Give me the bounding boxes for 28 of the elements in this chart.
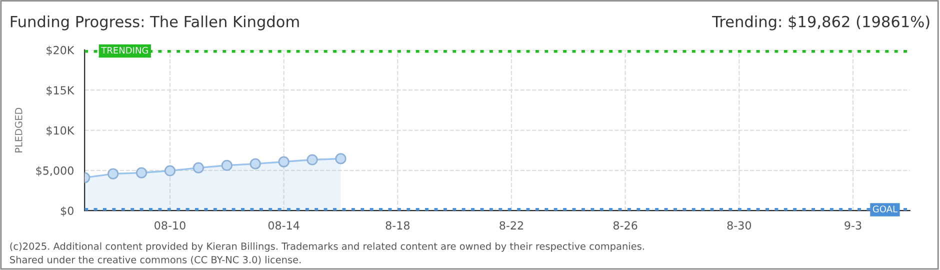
x-tick-label: 8-22 [500, 221, 523, 230]
ref-line-label: GOAL [872, 206, 898, 212]
x-tick-label: 08-14 [268, 221, 300, 230]
point [250, 158, 261, 170]
point [335, 153, 346, 164]
ref-line-label: TRENDING [101, 46, 148, 54]
x-tick-label: 9-3 [844, 221, 862, 230]
text: Trending: $19,862 (19861%) [712, 16, 930, 30]
point [221, 160, 232, 171]
text: Shared under the creative commons (CC BY-NC 3.0) license. [10, 256, 301, 265]
x-tick-label: 08-10 [154, 221, 186, 230]
y-axis-title: PLEDGED [14, 108, 22, 152]
x-tick-label: 8-26 [613, 221, 638, 230]
x-tick-label: 8-30 [727, 221, 752, 230]
point [108, 168, 119, 180]
y-tick-label: $10K [46, 126, 74, 136]
chart-title: Funding Progress: The Fallen Kingdom [10, 16, 299, 30]
point [278, 156, 290, 168]
point [164, 165, 176, 176]
point [306, 154, 318, 166]
y-tick-label: $20K [46, 46, 74, 56]
point [136, 167, 148, 178]
y-tick-label: $0 [60, 206, 74, 216]
y-tick-label: $15K [46, 86, 74, 96]
point [192, 162, 204, 174]
y-tick-label: $5,000 [36, 166, 74, 176]
x-tick-label: 8-18 [386, 221, 410, 230]
text: (c)2025. Additional content provided by Kieran Billings. Trademarks and related content are owned by their respective companies. [10, 242, 644, 252]
